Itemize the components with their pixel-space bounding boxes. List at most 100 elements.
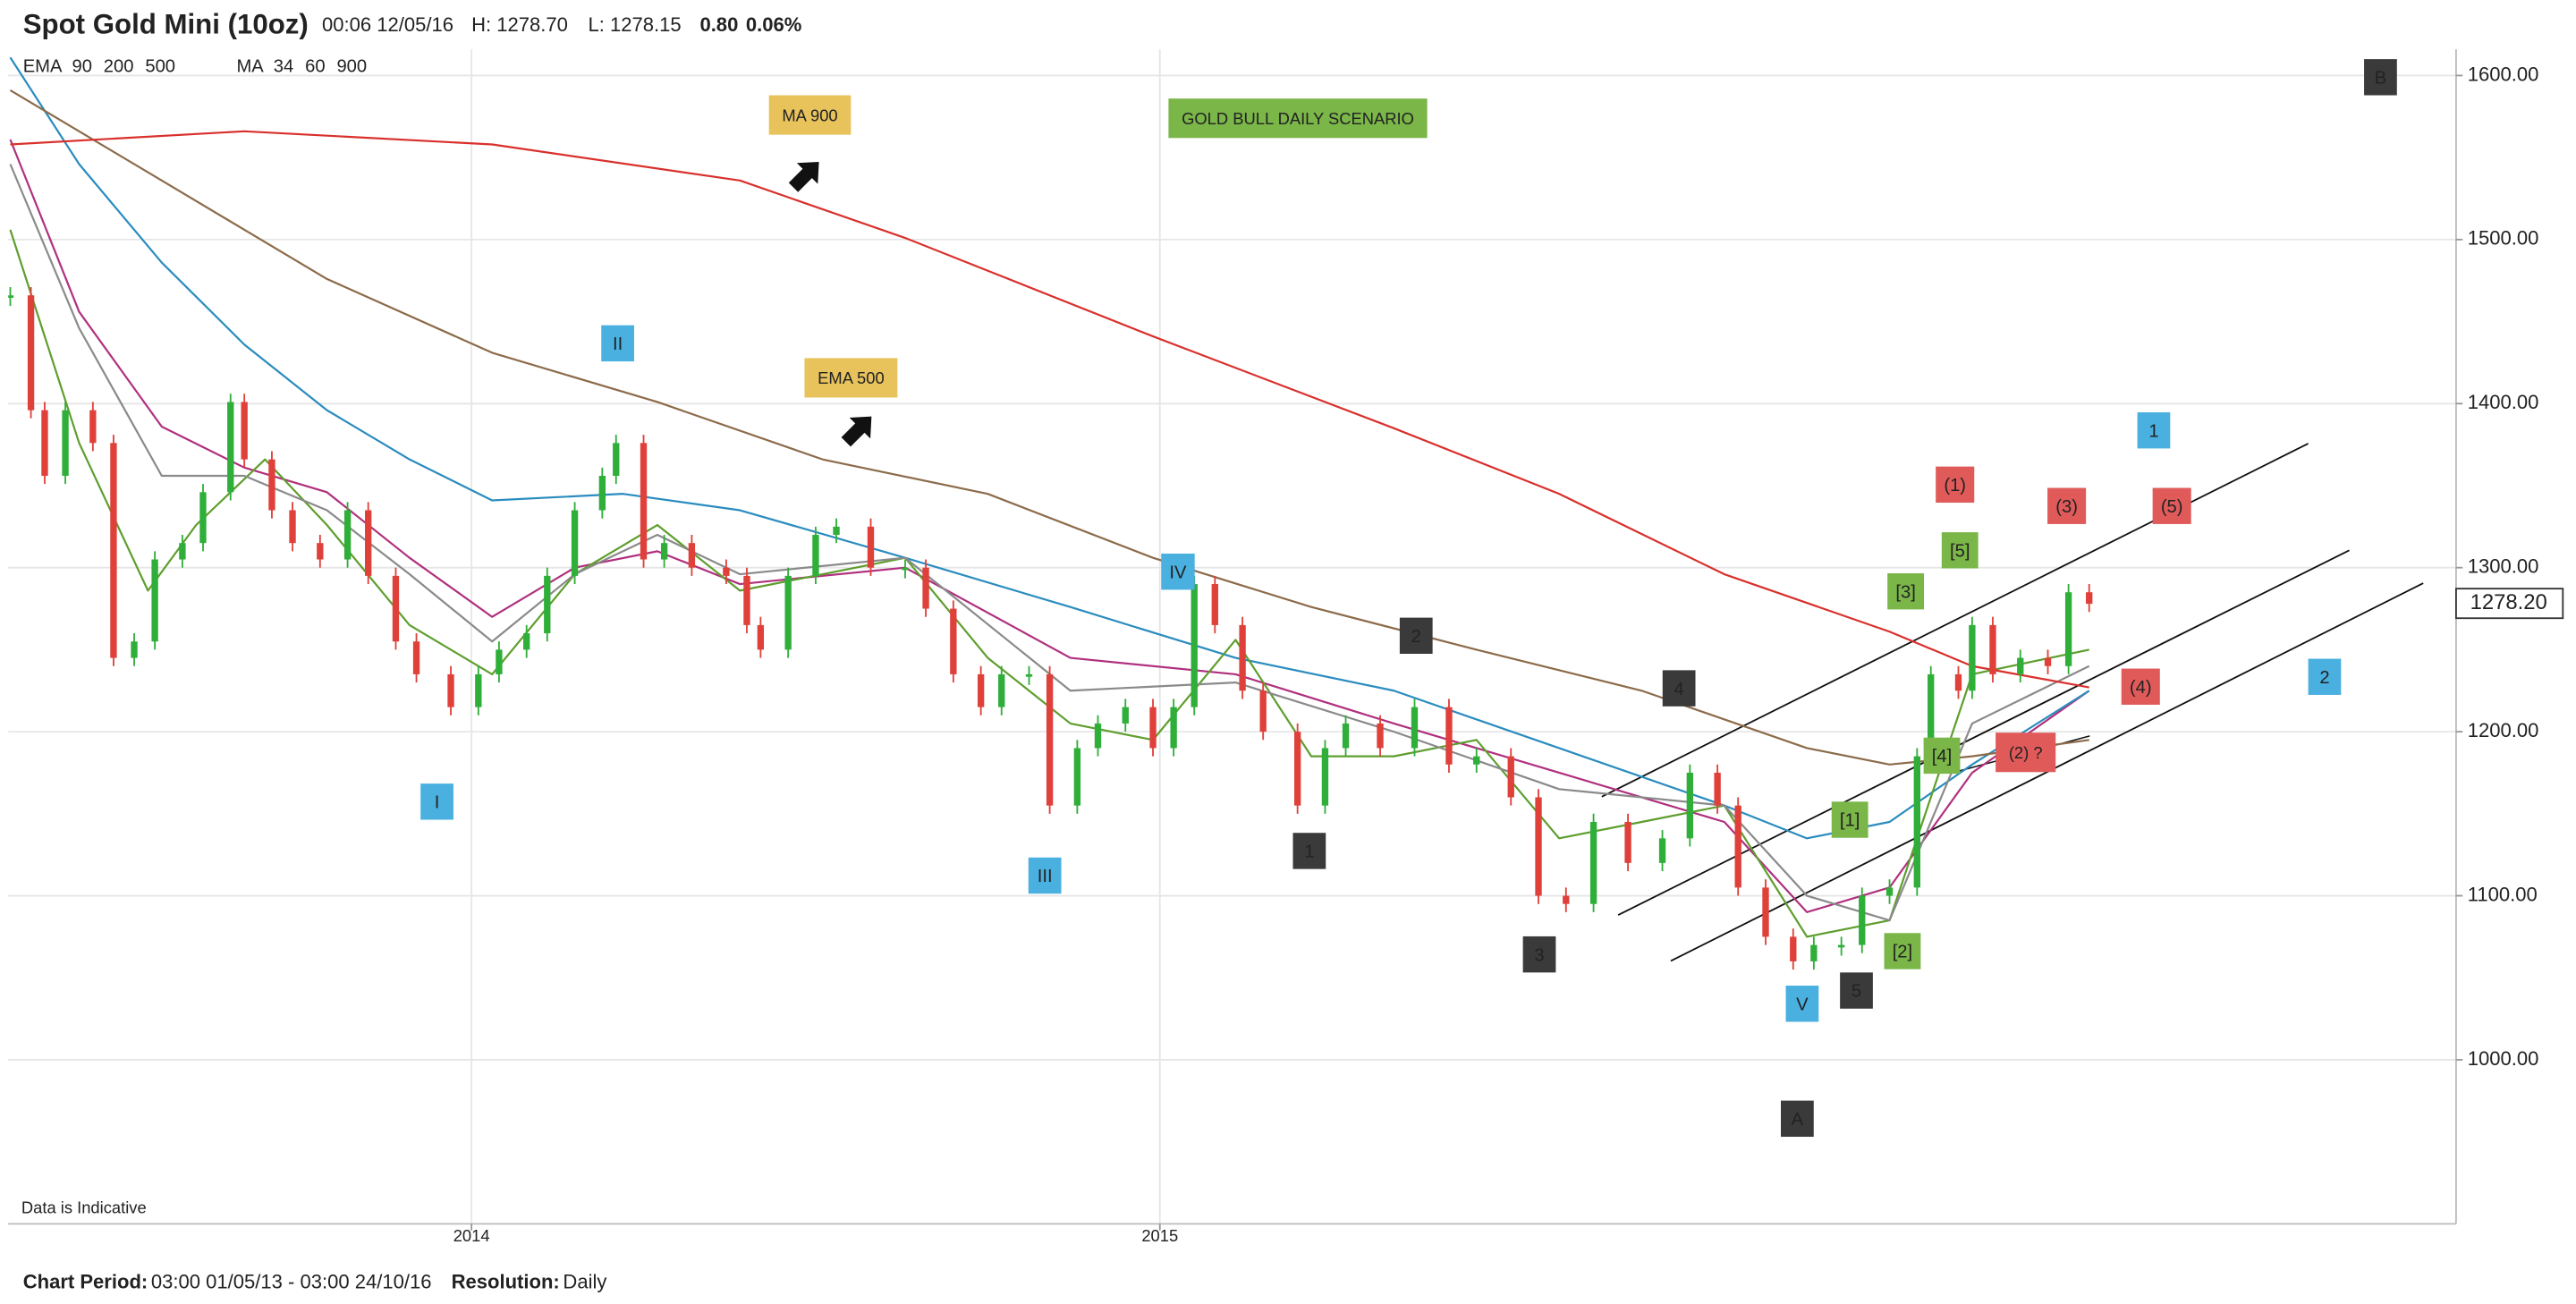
annotation-label: (5) [2161,497,2183,517]
annotation-label: [3] [1895,582,1915,602]
y-tick-label: 1200.00 [2468,719,2539,741]
annotation-label: IV [1169,563,1187,582]
candle [1377,723,1384,749]
candle [1969,624,1976,691]
candle [1686,772,1694,839]
legend-entry: 90 [72,57,91,77]
candle [743,575,750,625]
annotation-label: II [613,334,623,354]
footer-value: 03:00 01/05/13 - 03:00 24/10/16 [151,1270,432,1292]
candle [688,543,696,568]
annotation-box [2308,658,2342,695]
y-tick-label: 1500.00 [2468,227,2539,250]
annotation-box [1292,833,1326,869]
candle [1094,723,1102,749]
candle [2017,657,2024,674]
candle [1837,944,1845,948]
last-price-label: 1278.20 [2470,590,2547,614]
annotation-label: A [1792,1110,1804,1130]
candle [392,575,400,642]
annotation-box [1522,936,1556,973]
candle [1046,673,1054,806]
candle [1170,707,1177,749]
y-tick-label: 1300.00 [2468,555,2539,578]
annotation-box [1831,801,1868,838]
legend: EMA 90 200 500 MA 34 60 900 [23,57,367,77]
x-tick-label: 2014 [453,1226,490,1245]
candle [1073,748,1081,806]
last-price-box [2455,588,2564,620]
candle [784,575,792,650]
candle [475,673,482,707]
arrow [788,161,819,192]
change: 0.80 [699,13,738,36]
candle [227,402,234,493]
candle [343,510,352,560]
annotation-box [601,325,634,362]
footer-value: Daily [563,1270,606,1292]
legend-entry: 200 [104,57,134,77]
candle [1954,673,1962,691]
candle [1535,797,1542,896]
candle [1762,887,1769,937]
chart-title: Spot Gold Mini (10oz) [23,9,309,40]
candle [27,295,35,411]
annotation-box [804,358,898,398]
annotation-label: [4] [1932,747,1952,766]
candle [1658,838,1666,863]
candle [1790,936,1797,961]
annotation-box [1840,972,1873,1009]
candle [110,443,117,658]
candle [199,492,207,544]
annotation-label: III [1038,867,1053,886]
candle [1810,944,1818,961]
candle [1624,821,1631,863]
candle [660,543,668,560]
annotation-box [2152,487,2191,524]
candle [544,575,551,634]
candle [8,295,14,298]
annotation-label: (1) [1944,476,1966,495]
candle [867,526,875,568]
candle [365,510,372,576]
note: Data is Indicative [21,1198,147,1217]
candle [1293,732,1301,806]
annotation-label: [1] [1840,811,1860,831]
candle [1885,887,1894,896]
header: Spot Gold Mini (10oz) 00:06 12/05/16 H: … [23,9,802,40]
candle [1714,772,1721,806]
annotation-box [1923,737,1961,775]
candle [1445,707,1453,765]
legend-group: EMA [23,57,63,77]
annotation-box [1161,553,1195,590]
low: L: 1278.15 [589,13,682,36]
y-tick-label: 1600.00 [2468,63,2539,85]
annotation-label: 5 [1852,982,1861,1002]
candle [833,526,840,536]
footer-label: Chart Period: [23,1270,148,1292]
annotation-label: GOLD BULL DAILY SCENARIO [1182,109,1414,128]
candle [2064,592,2072,666]
annotation-box [1662,670,1696,707]
annotation-box [768,95,852,135]
annotation-label: 2 [1411,627,1421,647]
candle [1259,690,1267,732]
annotation-box [2047,487,2087,524]
candle [1989,624,1996,674]
annotation-box [1781,1100,1814,1138]
candle [41,410,48,476]
arrow [841,416,872,447]
annotation-label: [5] [1950,541,1970,561]
annotation-label: [2] [1893,943,1912,962]
annotation-box [1028,857,1062,894]
annotation-box [1168,98,1428,139]
candle [812,535,819,576]
candle [89,410,97,444]
annotation-label: MA 900 [782,106,837,124]
candle [1563,895,1570,904]
candle [1928,673,1935,757]
ma-line [9,229,2089,938]
